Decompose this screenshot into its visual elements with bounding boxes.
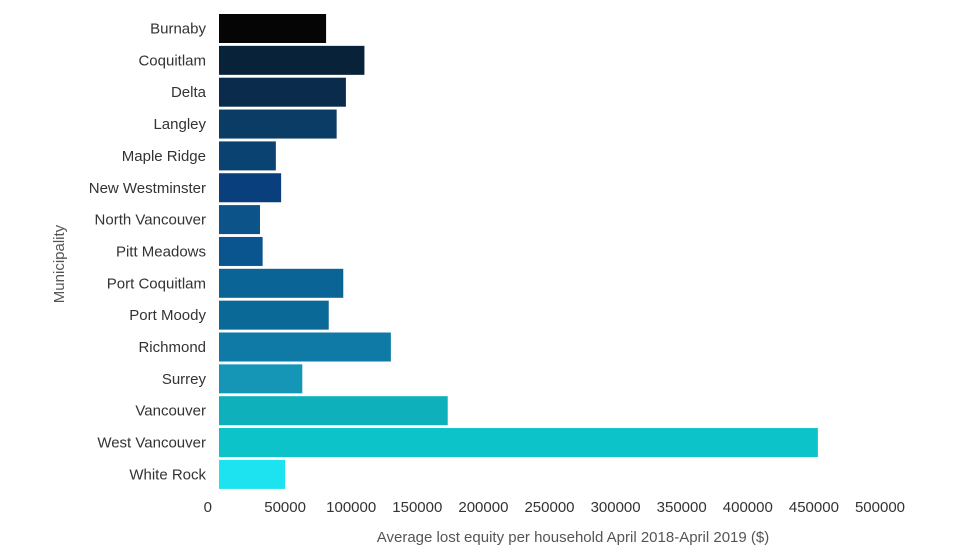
x-tick-label: 150000 — [392, 499, 442, 516]
bars — [219, 14, 818, 489]
y-axis-title: Municipality — [51, 224, 68, 303]
bar-north-vancouver — [219, 205, 260, 235]
category-label-west-vancouver: West Vancouver — [97, 435, 206, 452]
bar-vancouver — [219, 396, 448, 426]
bar-delta — [219, 77, 346, 107]
x-tick-label: 250000 — [524, 499, 574, 516]
category-label-delta: Delta — [171, 84, 207, 101]
category-label-richmond: Richmond — [138, 339, 206, 356]
category-label-burnaby: Burnaby — [150, 21, 206, 38]
x-axis-title: Average lost equity per household April … — [377, 529, 769, 546]
x-tick-label: 500000 — [855, 499, 905, 516]
x-tick-label: 450000 — [789, 499, 839, 516]
bar-west-vancouver — [219, 428, 818, 458]
x-tick-label: 100000 — [326, 499, 376, 516]
x-tick-label: 400000 — [723, 499, 773, 516]
category-label-vancouver: Vancouver — [135, 403, 206, 420]
bar-richmond — [219, 332, 391, 362]
category-label-maple-ridge: Maple Ridge — [122, 148, 206, 165]
x-tick-label: 350000 — [657, 499, 707, 516]
bar-white-rock — [219, 459, 286, 489]
category-label-white-rock: White Rock — [129, 466, 206, 483]
category-label-coquitlam: Coquitlam — [138, 52, 206, 69]
bar-maple-ridge — [219, 141, 276, 171]
category-label-new-westminster: New Westminster — [89, 180, 206, 197]
category-label-surrey: Surrey — [162, 371, 207, 388]
x-tick-label: 200000 — [458, 499, 508, 516]
x-tick-label: 50000 — [264, 499, 306, 516]
x-tick-label: 0 — [204, 499, 212, 516]
bar-new-westminster — [219, 173, 282, 203]
bar-coquitlam — [219, 45, 365, 75]
bar-burnaby — [219, 14, 327, 43]
bar-port-coquitlam — [219, 268, 344, 298]
bar-langley — [219, 109, 337, 139]
category-labels: Burnaby Coquitlam Delta Langley Maple Ridge N… — [89, 21, 207, 484]
category-label-port-moody: Port Moody — [129, 307, 206, 324]
x-tick-label: 300000 — [591, 499, 641, 516]
category-label-pitt-meadows: Pitt Meadows — [116, 243, 206, 260]
category-label-north-vancouver: North Vancouver — [95, 212, 206, 229]
category-label-langley: Langley — [153, 116, 206, 133]
x-tick-labels: 0 50000 100000 150000 200000 250000 300000 3500… — [204, 499, 905, 516]
category-label-port-coquitlam: Port Coquitlam — [107, 275, 206, 292]
bar-surrey — [219, 364, 303, 394]
bar-port-moody — [219, 300, 329, 330]
bar-pitt-meadows — [219, 236, 263, 266]
